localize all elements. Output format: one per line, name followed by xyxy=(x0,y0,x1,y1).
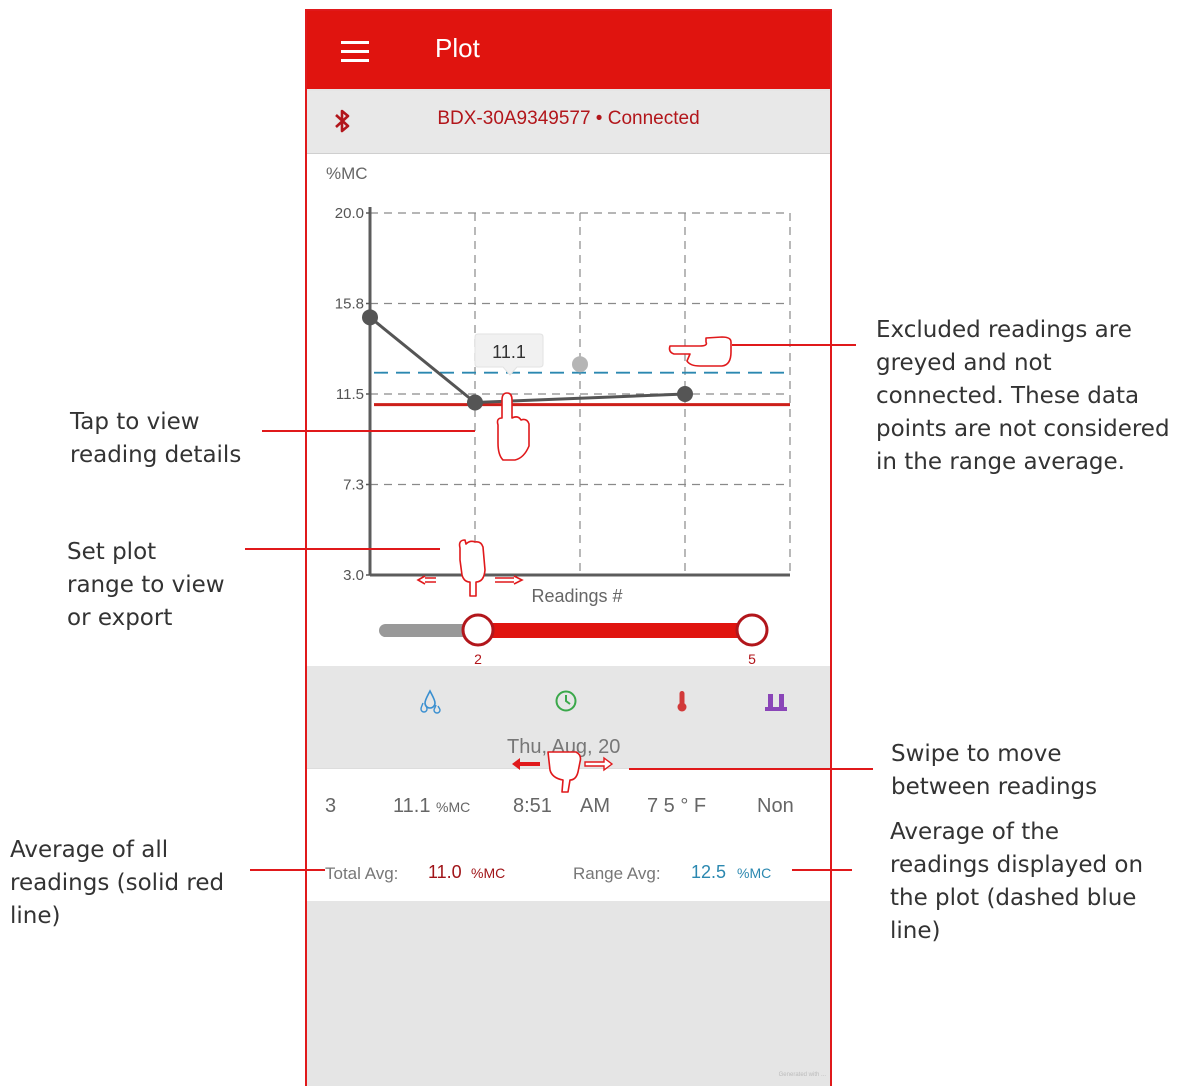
y-tick-label: 3.0 xyxy=(343,567,364,584)
reading-ampm: AM xyxy=(580,795,610,817)
y-tick-label: 15.8 xyxy=(335,296,364,313)
data-point xyxy=(362,309,378,326)
leader-line-range xyxy=(245,548,440,550)
range-avg-label: Range Avg: xyxy=(573,864,661,883)
reading-mc-value: 11.1 xyxy=(393,795,431,817)
total-avg-value: 11.0 xyxy=(428,862,462,882)
phone-screen: Plot BDX-30A9349577 • Connected 20.0 15.8… xyxy=(305,9,832,1086)
excluded-data-point xyxy=(572,356,588,373)
y-axis-title: %MC xyxy=(326,164,368,183)
reading-mc-unit: %MC xyxy=(436,799,471,815)
species-icon[interactable] xyxy=(763,688,789,714)
reading-mc: 11.1 %MC xyxy=(393,795,470,818)
device-status-text: BDX-30A9349577 • Connected xyxy=(437,108,700,129)
reading-species: Non xyxy=(757,795,794,817)
callout-range-avg: Average of the readings displayed on the… xyxy=(890,819,1144,944)
range-avg-unit: %MC xyxy=(737,865,772,881)
menu-icon[interactable] xyxy=(341,41,369,63)
date-header: Thu, Aug, 20 xyxy=(307,736,830,768)
app-bar: Plot xyxy=(307,11,830,89)
x-axis-title: Readings # xyxy=(531,586,622,606)
moisture-plot[interactable]: 20.0 15.8 11.5 7.3 3.0 %MC Readings # 11.1 2… xyxy=(307,154,830,666)
range-slider[interactable]: 2 5 xyxy=(379,613,769,666)
data-point xyxy=(467,394,483,411)
slider-end-handle[interactable] xyxy=(735,613,769,647)
averages-row: Total Avg: 11.0 %MC Range Avg: 12.5 %MC xyxy=(307,845,830,901)
slider-start-handle[interactable] xyxy=(461,613,495,647)
reading-row[interactable]: 3 11.1 %MC 8:51 AM 7 5 ° F Non xyxy=(307,768,830,846)
callout-range: Set plot range to view or export xyxy=(67,539,225,631)
total-avg-unit: %MC xyxy=(471,865,506,881)
watermark: Generated with ... xyxy=(778,1072,826,1078)
device-status-bar: BDX-30A9349577 • Connected xyxy=(307,91,830,154)
plot-area[interactable]: 20.0 15.8 11.5 7.3 3.0 %MC Readings # 11.1 2… xyxy=(307,154,830,666)
range-start-label: 2 xyxy=(474,651,482,666)
y-tick-label: 11.5 xyxy=(336,386,364,403)
slider-track-active xyxy=(477,623,752,638)
reading-index: 3 xyxy=(325,795,337,817)
callout-excluded-readings: Excluded readings are greyed and not con… xyxy=(876,317,1170,475)
leader-line-range-avg xyxy=(792,869,852,871)
clock-icon[interactable] xyxy=(553,688,579,714)
slider-track-inactive xyxy=(379,624,479,637)
callout-swipe: Swipe to move between readings xyxy=(891,741,1098,800)
tooltip-value: 11.1 xyxy=(492,342,526,362)
leader-line-swipe xyxy=(629,768,873,770)
leader-line-tap xyxy=(262,430,475,432)
total-avg-label: Total Avg: xyxy=(325,864,399,883)
reading-temperature: 7 5 ° F xyxy=(647,795,707,817)
reading-date: Thu, Aug, 20 xyxy=(507,736,621,758)
callout-tap: Tap to view reading details xyxy=(70,409,242,468)
reading-type-toolbar xyxy=(307,666,830,736)
thermometer-icon[interactable] xyxy=(669,688,695,714)
reading-time: 8:51 xyxy=(513,795,552,817)
leader-line-total-avg xyxy=(250,869,325,871)
range-avg-value: 12.5 xyxy=(691,862,727,882)
callout-total-avg: Average of all readings (solid red line) xyxy=(10,837,225,929)
leader-line-excluded xyxy=(732,344,856,346)
bluetooth-icon xyxy=(335,109,350,133)
y-tick-label: 7.3 xyxy=(343,477,364,494)
y-tick-label: 20.0 xyxy=(335,205,364,222)
page-title: Plot xyxy=(435,33,480,63)
reading-tooltip: 11.1 xyxy=(474,333,544,376)
data-point xyxy=(677,386,693,402)
range-end-label: 5 xyxy=(748,651,756,666)
droplets-icon[interactable] xyxy=(417,688,443,714)
